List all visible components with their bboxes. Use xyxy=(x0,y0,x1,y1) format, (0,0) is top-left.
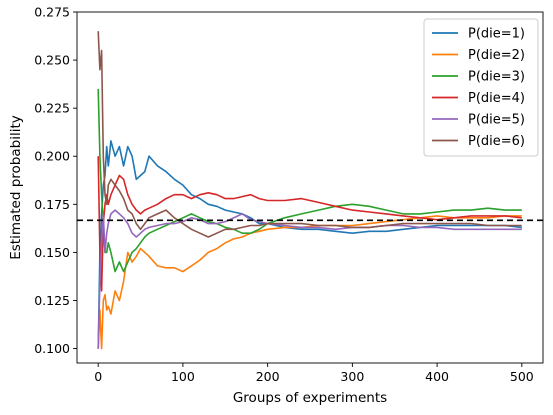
y-tick-label: 0.150 xyxy=(34,245,70,260)
y-tick-label: 0.275 xyxy=(34,5,70,20)
x-axis-label: Groups of experiments xyxy=(233,390,387,406)
x-tick-label: 200 xyxy=(256,369,280,384)
series-line-4 xyxy=(97,156,522,292)
series-line-3 xyxy=(97,88,522,273)
series-line-5 xyxy=(97,209,522,349)
x-tick-label: 100 xyxy=(171,369,195,384)
series-lines xyxy=(97,31,522,350)
x-tick-label: 300 xyxy=(340,369,364,384)
y-tick-label: 0.250 xyxy=(34,53,70,68)
x-tick-label: 0 xyxy=(94,369,102,384)
legend-label: P(die=2) xyxy=(468,48,525,63)
legend-label: P(die=4) xyxy=(468,91,525,106)
legend-label: P(die=5) xyxy=(468,113,525,128)
legend-label: P(die=3) xyxy=(468,70,525,85)
series-line-2 xyxy=(97,215,522,350)
y-tick-label: 0.175 xyxy=(34,197,70,212)
legend-label: P(die=1) xyxy=(468,27,525,42)
axis-ticks: 0 100 200 300 400 500 0.100 0.125 0.150 0.175 0.20… xyxy=(34,5,534,385)
legend-label: P(die=6) xyxy=(468,134,525,149)
y-tick-label: 0.225 xyxy=(34,101,70,116)
legend-box xyxy=(423,18,539,157)
legend: P(die=1) P(die=2) P(die=3) P(die=4) P(die=5)… xyxy=(423,18,539,157)
y-tick-label: 0.125 xyxy=(34,293,70,308)
x-tick-label: 500 xyxy=(510,369,534,384)
x-tick-label: 400 xyxy=(425,369,449,384)
series-line-1 xyxy=(97,140,522,349)
y-axis-label: Estimated probability xyxy=(8,115,24,260)
y-tick-label: 0.100 xyxy=(34,341,70,356)
y-tick-label: 0.200 xyxy=(34,149,70,164)
plot-frame xyxy=(76,11,544,364)
series-line-6 xyxy=(97,31,522,238)
